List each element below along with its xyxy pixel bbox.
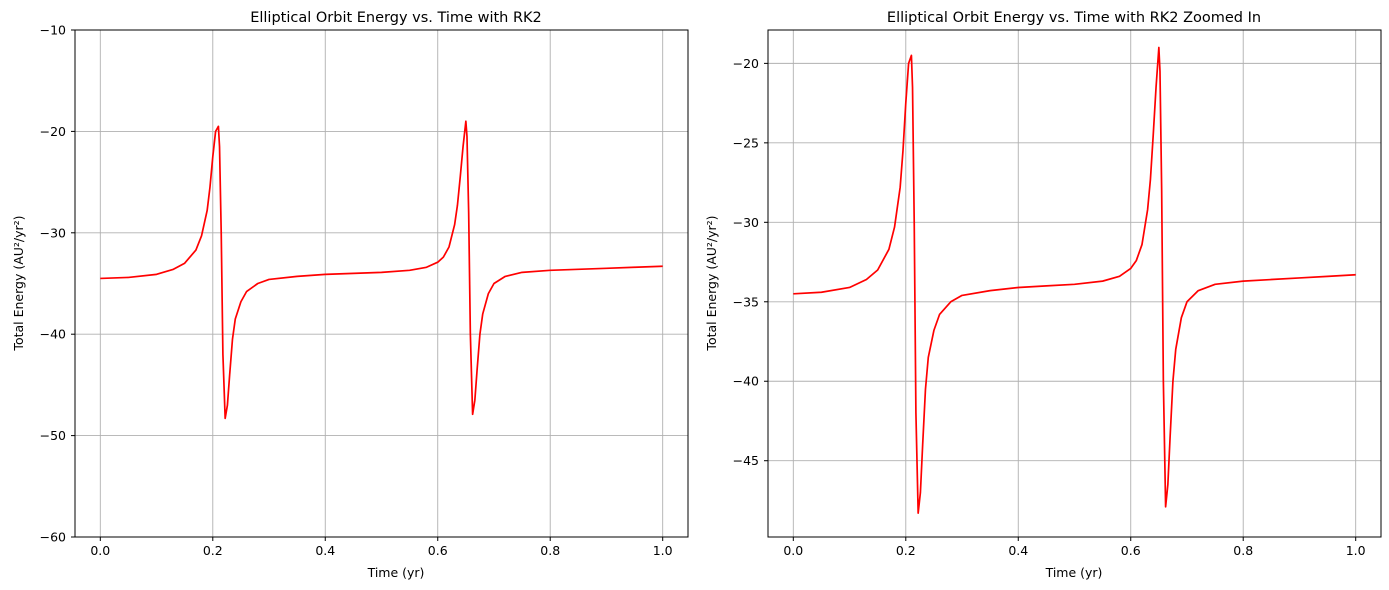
ticks: 0.0 0.2 0.4 0.6 0.8 1.0 −45 −40 −35 −30 −25 −20 <box>733 56 1366 558</box>
x-tick-label: 0.6 <box>428 543 448 558</box>
grid <box>75 29 688 538</box>
x-axis-label: Time (yr) <box>367 565 425 580</box>
x-tick-label: 1.0 <box>653 543 673 558</box>
series-line <box>100 120 663 420</box>
plot-frame <box>767 29 1382 538</box>
y-tick-label: −20 <box>40 124 66 139</box>
y-tick-label: −45 <box>733 453 759 468</box>
y-axis-label: Total Energy (AU²/yr²) <box>704 215 719 351</box>
y-tick-label: −50 <box>40 428 66 443</box>
y-tick-label: −10 <box>40 23 66 38</box>
x-tick-label: 0.0 <box>783 543 803 558</box>
ticks: 0.0 0.2 0.4 0.6 0.8 1.0 −60 −50 −40 −30 −20 −10 <box>40 23 673 559</box>
plot-frame <box>74 29 689 538</box>
chart-title: Elliptical Orbit Energy vs. Time with RK… <box>250 10 542 26</box>
y-tick-label: −60 <box>40 530 66 545</box>
y-tick-label: −25 <box>733 135 759 150</box>
y-tick-label: −40 <box>40 327 66 342</box>
y-tick-label: −20 <box>733 56 759 71</box>
x-tick-label: 0.6 <box>1121 543 1141 558</box>
y-tick-label: −35 <box>733 294 759 309</box>
series-line <box>793 46 1356 515</box>
y-tick-label: −30 <box>733 215 759 230</box>
x-axis-label: Time (yr) <box>1045 565 1103 580</box>
y-tick-label: −30 <box>40 225 66 240</box>
x-tick-label: 0.0 <box>90 543 110 558</box>
grid <box>768 30 1381 537</box>
chart-energy-rk2: Elliptical Orbit Energy vs. Time with RK… <box>11 10 689 580</box>
x-tick-label: 0.2 <box>203 543 223 558</box>
chart-title: Elliptical Orbit Energy vs. Time with RK… <box>887 10 1261 26</box>
y-tick-label: −40 <box>733 374 759 389</box>
y-axis-label: Total Energy (AU²/yr²) <box>11 215 26 351</box>
x-tick-label: 1.0 <box>1346 543 1366 558</box>
chart-energy-rk2-zoomed: Elliptical Orbit Energy vs. Time with RK… <box>704 10 1382 580</box>
x-tick-label: 0.4 <box>315 543 335 558</box>
x-tick-label: 0.8 <box>1233 543 1253 558</box>
x-tick-label: 0.4 <box>1008 543 1028 558</box>
x-tick-label: 0.2 <box>896 543 916 558</box>
x-tick-label: 0.8 <box>540 543 560 558</box>
